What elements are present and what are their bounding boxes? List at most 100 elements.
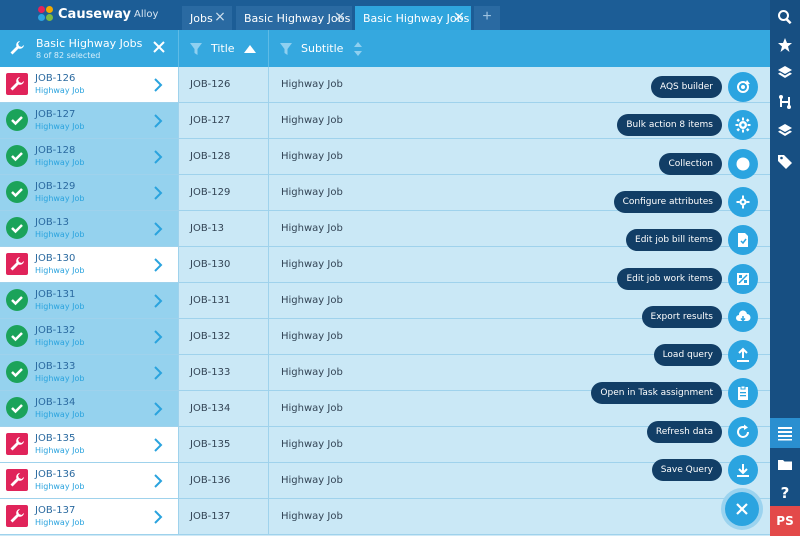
check-icon[interactable] [6,217,28,239]
row-select-cell[interactable]: JOB-126 Highway Job [0,67,178,102]
action-item[interactable]: Refresh data [646,416,758,448]
check-icon[interactable] [6,325,28,347]
chevron-right-icon[interactable] [153,474,163,488]
chevron-right-icon[interactable] [153,258,163,272]
close-icon[interactable]: × [334,9,346,25]
check-icon[interactable] [6,397,28,419]
tab-basic-highway-jobs[interactable]: Basic Highway Jobs × [236,6,352,30]
filter-icon[interactable] [279,42,293,56]
check-icon[interactable] [6,145,28,167]
chevron-right-icon[interactable] [153,294,163,308]
action-item[interactable]: Export results [641,301,758,333]
row-select-cell[interactable]: JOB-127 Highway Job [0,103,178,138]
tab-jobs[interactable]: Jobs × [182,6,232,30]
action-button[interactable] [728,225,758,255]
action-item[interactable]: Open in Task assignment [591,377,758,409]
table-row[interactable]: JOB-126 Highway Job JOB-126 Highway Job [0,67,770,103]
row-select-cell[interactable]: JOB-134 Highway Job [0,391,178,426]
row-select-cell[interactable]: JOB-130 Highway Job [0,247,178,282]
layers-icon[interactable] [770,58,800,88]
action-label[interactable]: Bulk action 8 items [617,114,722,136]
action-label[interactable]: Save Query [651,459,722,481]
wrench-icon[interactable] [6,505,28,527]
causeway-logo[interactable]: Causeway Alloy [38,6,158,22]
wrench-icon[interactable] [6,433,28,455]
wrench-icon[interactable] [6,469,28,491]
workflow-icon[interactable] [770,87,800,117]
chevron-right-icon[interactable] [153,366,163,380]
close-icon[interactable]: × [214,9,226,25]
action-label[interactable]: Export results [641,306,722,328]
search-icon[interactable] [770,2,800,32]
row-select-cell[interactable]: JOB-135 Highway Job [0,427,178,462]
action-label[interactable]: Load query [653,344,722,366]
chevron-right-icon[interactable] [153,186,163,200]
help-icon[interactable]: ? [770,477,800,507]
close-icon[interactable]: × [453,9,465,25]
check-icon[interactable] [6,181,28,203]
tab-basic-highway-jobs-active[interactable]: Basic Highway Jobs × [355,6,471,30]
clear-selection-icon[interactable] [152,40,166,54]
table-row[interactable]: JOB-131 Highway Job JOB-131 Highway Job [0,283,770,319]
action-button[interactable] [728,110,758,140]
row-select-cell[interactable]: JOB-129 Highway Job [0,175,178,210]
action-button[interactable] [728,149,758,179]
chevron-right-icon[interactable] [153,222,163,236]
star-icon[interactable] [770,30,800,60]
user-avatar[interactable]: PS [770,506,800,536]
action-button[interactable] [728,264,758,294]
stack-icon[interactable] [770,116,800,146]
action-button[interactable] [728,340,758,370]
action-button[interactable] [728,187,758,217]
column-subtitle[interactable]: Subtitle [268,30,770,67]
row-select-cell[interactable]: JOB-132 Highway Job [0,319,178,354]
action-label[interactable]: Configure attributes [613,191,722,213]
action-label[interactable]: Open in Task assignment [591,382,722,404]
row-select-cell[interactable]: JOB-128 Highway Job [0,139,178,174]
action-item[interactable]: Edit job bill items [626,224,758,256]
check-icon[interactable] [6,109,28,131]
action-label[interactable]: Refresh data [646,421,722,443]
action-item[interactable]: Bulk action 8 items [617,109,758,141]
folder-icon[interactable] [770,449,800,479]
action-label[interactable]: Collection [659,153,722,175]
filter-icon[interactable] [189,42,203,56]
column-title[interactable]: Title [178,30,268,67]
table-row[interactable]: JOB-137 Highway Job JOB-137 Highway Job [0,499,770,535]
sort-icon[interactable] [353,41,363,57]
table-row[interactable]: JOB-128 Highway Job JOB-128 Highway Job [0,139,770,175]
row-select-cell[interactable]: JOB-133 Highway Job [0,355,178,390]
action-item[interactable]: AQS builder [650,71,758,103]
action-label[interactable]: AQS builder [650,76,722,98]
tag-icon[interactable] [770,146,800,176]
action-item[interactable]: Collection [659,148,758,180]
action-button[interactable] [728,72,758,102]
chevron-right-icon[interactable] [153,114,163,128]
close-actions-button[interactable] [725,492,759,526]
chevron-right-icon[interactable] [153,78,163,92]
chevron-right-icon[interactable] [153,510,163,524]
table-row[interactable]: JOB-135 Highway Job JOB-135 Highway Job [0,427,770,463]
action-item[interactable]: Load query [653,339,758,371]
row-select-cell[interactable]: JOB-131 Highway Job [0,283,178,318]
row-select-cell[interactable]: JOB-13 Highway Job [0,211,178,246]
chevron-right-icon[interactable] [153,438,163,452]
check-icon[interactable] [6,361,28,383]
chevron-right-icon[interactable] [153,330,163,344]
list-view-icon[interactable] [770,418,800,448]
action-label[interactable]: Edit job bill items [626,229,722,251]
action-button[interactable] [728,302,758,332]
table-row[interactable]: JOB-129 Highway Job JOB-129 Highway Job [0,175,770,211]
action-button[interactable] [728,378,758,408]
chevron-right-icon[interactable] [153,150,163,164]
row-select-cell[interactable]: JOB-137 Highway Job [0,499,178,534]
action-item[interactable]: Save Query [651,454,758,486]
action-button[interactable] [728,417,758,447]
add-tab-button[interactable]: + [474,6,500,30]
wrench-icon[interactable] [6,73,28,95]
sort-ascending-icon[interactable] [243,44,257,54]
table-row[interactable]: JOB-133 Highway Job JOB-133 Highway Job [0,355,770,391]
action-label[interactable]: Edit job work items [617,268,722,290]
check-icon[interactable] [6,289,28,311]
wrench-icon[interactable] [6,253,28,275]
